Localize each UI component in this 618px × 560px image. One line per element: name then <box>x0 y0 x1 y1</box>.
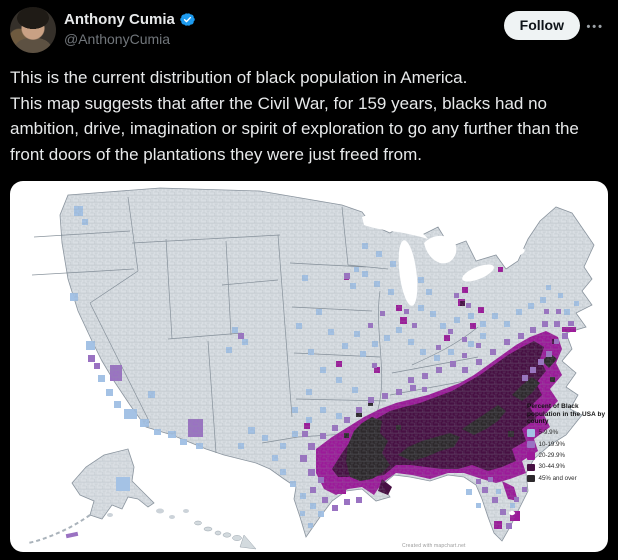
tweet-header: Anthony Cumia @AnthonyCumia Follow ••• <box>0 0 618 62</box>
legend-swatch-20-29 <box>527 452 535 460</box>
legend-swatch-30-44 <box>527 463 535 472</box>
legend-item: 30-44.9% <box>527 463 607 472</box>
legend-swatch-5-9 <box>527 429 535 437</box>
legend-item: 10-19.9% <box>527 441 607 449</box>
tweet-text-line1: This is the current distribution of blac… <box>10 68 468 87</box>
legend-item: 45% and over <box>527 475 607 483</box>
map-legend: Percent of Black population in the USA b… <box>527 403 607 483</box>
tweet-text: This is the current distribution of blac… <box>10 65 610 167</box>
county-grid-texture <box>60 188 594 541</box>
legend-swatch-10-19 <box>527 440 535 449</box>
follow-button[interactable]: Follow <box>503 11 580 40</box>
great-lakes <box>362 213 525 516</box>
more-menu-button[interactable]: ••• <box>580 13 610 41</box>
avatar[interactable] <box>10 7 56 53</box>
display-name[interactable]: Anthony Cumia <box>64 11 175 28</box>
tweet-text-line2: This map suggests that after the Civil W… <box>10 93 579 164</box>
us-county-choropleth <box>27 187 595 550</box>
map-legend-title: Percent of Black population in the USA b… <box>527 403 606 426</box>
map-attribution: Created with mapchart.net <box>402 543 466 549</box>
legend-item: 20-29.9% <box>527 452 607 460</box>
tweet-media-map[interactable]: Percent of Black population in the USA b… <box>10 181 608 552</box>
alaska <box>27 448 189 544</box>
hawaii <box>194 520 257 550</box>
verified-badge-icon <box>179 11 196 28</box>
legend-swatch-45-over <box>527 474 535 483</box>
legend-item: 5-9.9% <box>527 429 607 437</box>
user-handle[interactable]: @AnthonyCumia <box>64 31 171 47</box>
